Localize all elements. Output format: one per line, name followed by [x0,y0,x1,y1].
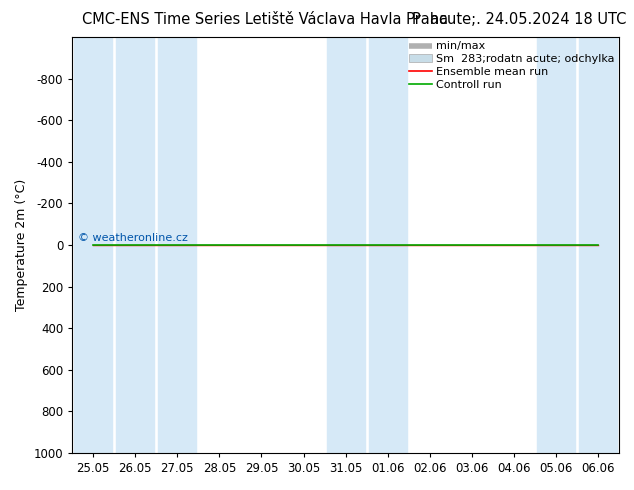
Legend: min/max, Sm  283;rodatn acute; odchylka, Ensemble mean run, Controll run: min/max, Sm 283;rodatn acute; odchylka, … [407,39,617,92]
Bar [117,37,154,453]
Bar [327,37,365,453]
Y-axis label: Temperature 2m (°C): Temperature 2m (°C) [15,179,28,311]
Bar [579,37,617,453]
Bar [537,37,575,453]
Text: CMC-ENS Time Series Letiště Václava Havla Praha: CMC-ENS Time Series Letiště Václava Havl… [82,12,448,27]
Text: P  acute;. 24.05.2024 18 UTC: P acute;. 24.05.2024 18 UTC [412,12,626,27]
Text: © weatheronline.cz: © weatheronline.cz [78,233,188,243]
Bar [74,37,112,453]
Bar [158,37,197,453]
Bar [369,37,406,453]
